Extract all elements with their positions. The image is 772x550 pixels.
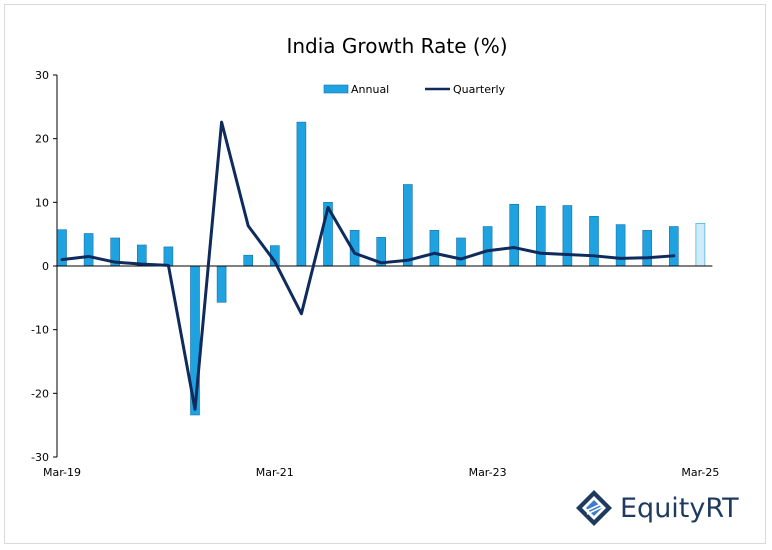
y-tick-label: -10	[31, 324, 49, 337]
quarterly-line	[60, 120, 676, 411]
legend: Annual Quarterly	[323, 83, 506, 96]
y-tick-label: 30	[35, 69, 49, 82]
bar-Dec-22	[456, 237, 466, 267]
y-tick-label: -30	[31, 451, 49, 464]
legend-label-annual: Annual	[351, 83, 389, 96]
logo-text: EquityRT	[620, 492, 739, 524]
bar-Jun-22	[402, 184, 413, 267]
y-tick-label: 0	[42, 260, 49, 273]
bar-Jun-21	[296, 121, 307, 267]
bar-Mar-20	[163, 246, 174, 267]
bar-Jun-23	[509, 203, 520, 267]
bar-Dec-24	[668, 226, 679, 267]
x-tick-label: Mar-23	[469, 466, 507, 479]
x-tick-label: Mar-25	[681, 466, 719, 479]
bar-Sep-24	[642, 230, 653, 267]
bar-Dec-23	[562, 205, 573, 267]
bar-Sep-23	[535, 205, 546, 267]
bar-Dec-20	[243, 254, 253, 267]
y-tick-label: 20	[35, 133, 49, 146]
chart-title: India Growth Rate (%)	[286, 34, 507, 58]
bar-Jun-19	[83, 233, 94, 267]
x-tick-label: Mar-21	[256, 466, 294, 479]
legend-swatch-annual	[323, 84, 349, 94]
y-tick-label: -20	[31, 387, 49, 400]
x-axis: Mar-19 Mar-21 Mar-23 Mar-25	[43, 466, 719, 479]
legend-label-quarterly: Quarterly	[453, 83, 506, 96]
quarterly-line-group	[60, 120, 676, 411]
x-tick-label: Mar-19	[43, 466, 81, 479]
bar-Mar-23	[482, 226, 493, 267]
equityrt-logo: EquityRT	[574, 486, 739, 530]
y-tick-label: 10	[35, 196, 49, 209]
bar-Mar-25	[695, 223, 706, 267]
bar-Sep-20	[216, 265, 227, 303]
y-axis: 30 20 10 0 -10 -20 -30	[31, 69, 58, 464]
bar-Mar-24	[589, 216, 599, 267]
equityrt-logo-icon	[576, 490, 612, 526]
annual-bars	[57, 121, 706, 416]
chart-frame	[4, 4, 766, 544]
bar-Sep-22	[429, 230, 440, 267]
